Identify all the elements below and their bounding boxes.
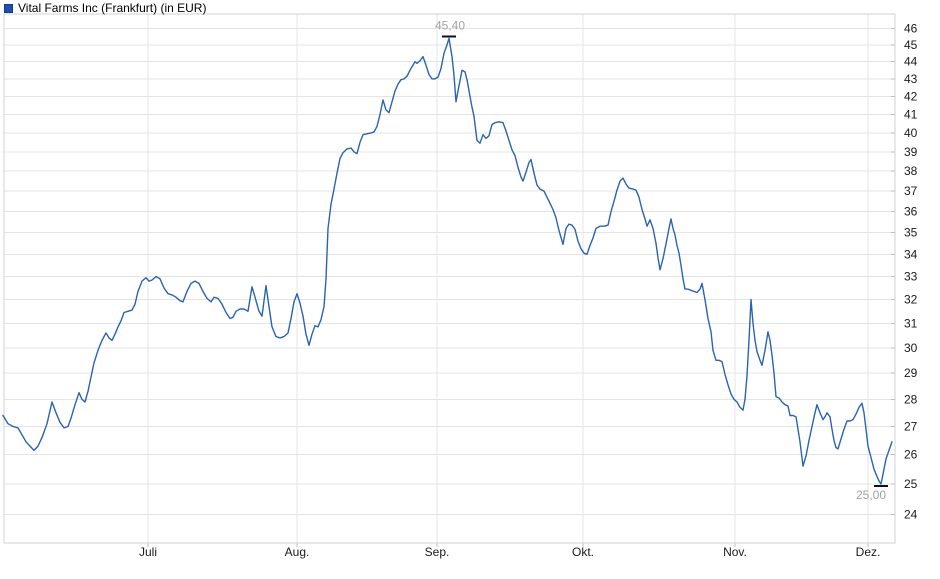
x-axis-month-label: Okt.: [572, 545, 594, 559]
y-axis-label: 24: [904, 507, 918, 521]
low-value-label: 25,00: [856, 488, 886, 502]
y-axis-label: 30: [904, 341, 918, 355]
y-axis-label: 29: [904, 366, 918, 380]
y-axis-label: 46: [904, 21, 918, 35]
y-axis-label: 34: [904, 247, 918, 261]
y-axis-label: 38: [904, 164, 918, 178]
y-axis-label: 40: [904, 126, 918, 140]
chart-legend: Vital Farms Inc (Frankfurt) (in EUR): [4, 2, 206, 14]
x-axis-month-label: Sep.: [425, 545, 450, 559]
y-axis-label: 36: [904, 205, 918, 219]
y-axis-label: 44: [904, 55, 918, 69]
y-axis-label: 32: [904, 293, 918, 307]
plot-border: [3, 13, 896, 544]
y-axis-label: 25: [904, 477, 918, 491]
y-axis-label: 27: [904, 419, 918, 433]
y-axis-label: 28: [904, 392, 918, 406]
series-color-swatch: [4, 3, 13, 13]
y-axis-label: 43: [904, 72, 918, 86]
y-axis-label: 31: [904, 316, 918, 330]
y-axis-label: 45: [904, 38, 918, 52]
y-axis-label: 42: [904, 89, 918, 103]
y-axis-label: 26: [904, 448, 918, 462]
price-line: [2, 37, 893, 485]
chart-title: Vital Farms Inc (Frankfurt) (in EUR): [18, 1, 207, 15]
x-axis-month-label: Dez.: [856, 545, 881, 559]
x-axis-month-label: Nov.: [723, 545, 747, 559]
y-axis-label: 35: [904, 226, 918, 240]
y-axis-label: 37: [904, 184, 918, 198]
x-axis-month-label: Aug.: [285, 545, 310, 559]
y-axis-label: 33: [904, 270, 918, 284]
high-value-label: 45,40: [435, 18, 465, 32]
x-axis-month-label: Juli: [139, 545, 157, 559]
y-axis-label: 39: [904, 145, 918, 159]
y-axis-label: 41: [904, 107, 918, 121]
